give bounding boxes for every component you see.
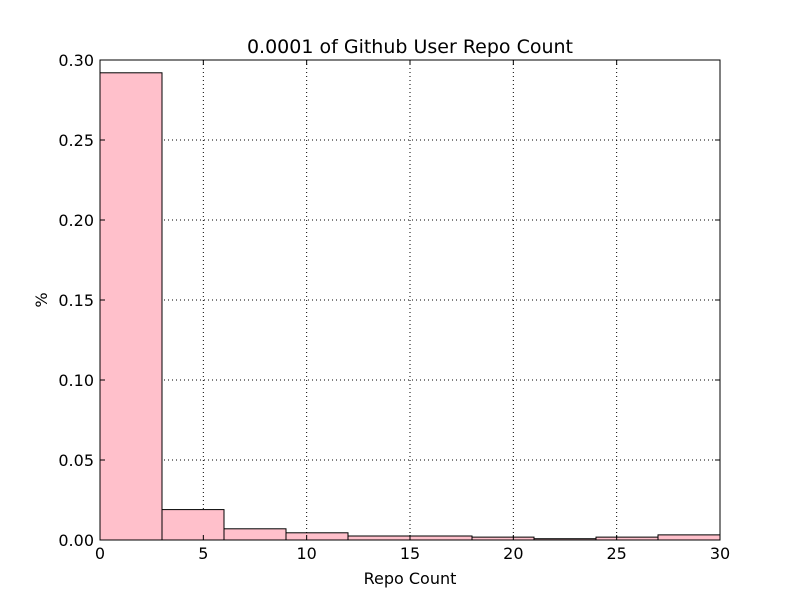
y-axis-title: %	[32, 292, 51, 307]
x-tick-label: 30	[710, 544, 730, 563]
chart-title: 0.0001 of Github User Repo Count	[247, 36, 573, 58]
x-tick-label: 20	[503, 544, 523, 563]
histogram-bars	[99, 72, 721, 541]
y-tick-label: 0.20	[58, 211, 94, 230]
histogram-bar	[223, 528, 287, 541]
x-tick-label: 25	[606, 544, 626, 563]
x-axis-title: Repo Count	[364, 569, 457, 588]
x-axis-ticks: 0 5 10 15 20 25 30	[95, 60, 730, 563]
histogram-bar	[161, 509, 225, 541]
y-tick-label: 0.00	[58, 531, 94, 550]
x-tick-label: 0	[95, 544, 105, 563]
y-tick-label: 0.30	[58, 51, 94, 70]
histogram-bar	[285, 532, 349, 541]
x-tick-label: 10	[296, 544, 316, 563]
y-axis-ticks: 0.00 0.05 0.10 0.15 0.20 0.25 0.30	[58, 51, 720, 550]
histogram-bar	[347, 535, 411, 541]
y-tick-label: 0.10	[58, 371, 94, 390]
x-tick-label: 5	[198, 544, 208, 563]
x-tick-label: 15	[400, 544, 420, 563]
y-tick-label: 0.15	[58, 291, 94, 310]
grid-lines	[100, 60, 720, 540]
y-tick-label: 0.25	[58, 131, 94, 150]
histogram-bar	[409, 535, 473, 541]
histogram-bar	[657, 534, 721, 541]
histogram-bar	[99, 72, 163, 541]
y-tick-label: 0.05	[58, 451, 94, 470]
